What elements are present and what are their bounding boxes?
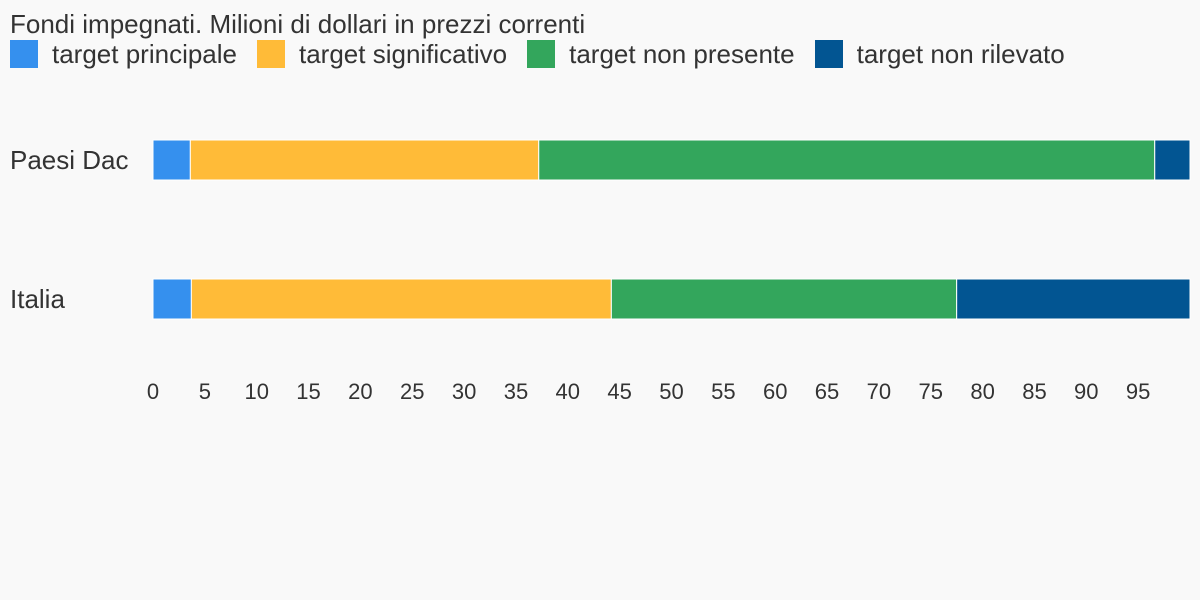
bar-italia-target-principale[interactable] xyxy=(152,278,192,320)
x-tick-label-15: 15 xyxy=(296,379,320,404)
bar-paesi-dac-target-non-presente[interactable] xyxy=(538,139,1156,181)
legend-swatch-target-non-rilevato xyxy=(814,40,843,68)
legend: target principale target significativo t… xyxy=(10,38,1085,70)
x-tick-label-35: 35 xyxy=(504,379,528,404)
legend-label-target-non-presente: target non presente xyxy=(569,39,795,69)
x-tick-label-45: 45 xyxy=(607,379,631,404)
legend-item-target-significativo[interactable]: target significativo xyxy=(257,38,507,70)
legend-item-target-non-rilevato[interactable]: target non rilevato xyxy=(814,38,1065,70)
bar-paesi-dac-target-significativo[interactable] xyxy=(189,139,540,181)
legend-label-target-significativo: target significativo xyxy=(299,39,508,69)
x-tick-label-40: 40 xyxy=(556,379,580,404)
x-tick-label-10: 10 xyxy=(244,379,268,404)
bar-italia-target-significativo[interactable] xyxy=(190,278,612,320)
x-tick-label-90: 90 xyxy=(1074,379,1098,404)
x-tick-label-25: 25 xyxy=(400,379,424,404)
legend-item-target-principale[interactable]: target principale xyxy=(10,38,237,70)
x-tick-label-50: 50 xyxy=(659,379,683,404)
legend-swatch-target-principale xyxy=(10,40,38,68)
x-tick-label-20: 20 xyxy=(348,379,372,404)
x-tick-label-55: 55 xyxy=(711,379,735,404)
x-tick-label-70: 70 xyxy=(867,379,891,404)
legend-item-target-non-presente[interactable]: target non presente xyxy=(527,38,795,70)
x-tick-label-0: 0 xyxy=(147,379,159,404)
x-tick-label-5: 5 xyxy=(199,379,211,404)
bar-paesi-dac-target-principale[interactable] xyxy=(152,139,191,181)
bar-paesi-dac-target-non-rilevato[interactable] xyxy=(1154,139,1191,181)
x-tick-label-60: 60 xyxy=(763,379,787,404)
x-tick-label-80: 80 xyxy=(970,379,994,404)
bar-italia-target-non-rilevato[interactable] xyxy=(956,278,1191,320)
legend-swatch-target-significativo xyxy=(257,40,285,68)
x-tick-label-85: 85 xyxy=(1022,379,1046,404)
legend-swatch-target-non-presente xyxy=(527,40,556,68)
chart-title: Fondi impegnati. Milioni di dollari in p… xyxy=(10,9,586,39)
category-label-italia: Italia xyxy=(10,284,65,314)
category-label-paesi-dac: Paesi Dac xyxy=(10,145,129,175)
legend-label-target-non-rilevato: target non rilevato xyxy=(856,39,1065,69)
legend-label-target-principale: target principale xyxy=(52,39,237,69)
x-tick-label-75: 75 xyxy=(919,379,943,404)
x-tick-label-30: 30 xyxy=(452,379,476,404)
x-tick-label-65: 65 xyxy=(815,379,839,404)
x-tick-label-95: 95 xyxy=(1126,379,1150,404)
bar-italia-target-non-presente[interactable] xyxy=(610,278,958,320)
